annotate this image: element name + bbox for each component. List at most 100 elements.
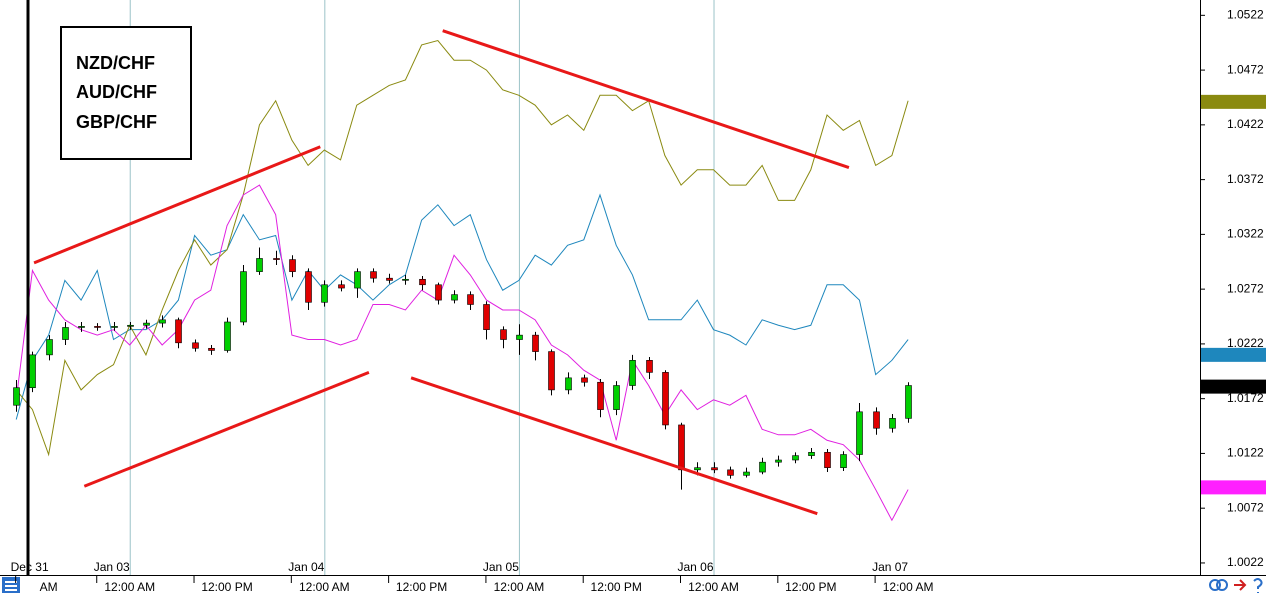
trendline — [33, 145, 321, 265]
candle-body — [175, 319, 182, 344]
candle-body — [29, 354, 36, 389]
menu-icon-bar — [5, 585, 17, 587]
candle-body — [775, 459, 782, 463]
candle-body — [856, 411, 863, 455]
candle-body — [694, 467, 701, 471]
candle — [305, 268, 312, 310]
y-tick-label: 1.0272 — [1227, 281, 1264, 295]
candle — [338, 280, 345, 292]
link-icon[interactable] — [1209, 579, 1221, 591]
y-tick-label: 1.0122 — [1227, 446, 1264, 460]
candle-body — [516, 334, 523, 340]
candle — [175, 317, 182, 349]
candle — [354, 268, 361, 298]
candle-body — [370, 271, 377, 279]
y-tick-label: 1.0522 — [1227, 8, 1264, 22]
candle-body — [532, 334, 539, 352]
candle-body — [711, 467, 718, 471]
candle-body — [273, 258, 280, 260]
menu-icon[interactable] — [2, 577, 20, 593]
candle — [565, 372, 572, 395]
legend-entry: NZD/CHF — [76, 53, 155, 73]
candle-body — [548, 351, 555, 391]
candle-body — [500, 329, 507, 340]
x-tick-label: 12:00 PM — [201, 580, 252, 594]
candle — [727, 466, 734, 479]
candle-body — [127, 324, 134, 327]
candle — [370, 268, 377, 283]
candle — [532, 331, 539, 361]
candle-body — [338, 284, 345, 289]
x-tick-label: 12:00 AM — [883, 580, 934, 594]
x-tick-label: 12:00 PM — [785, 580, 836, 594]
line-series — [15, 184, 909, 522]
candle-body — [208, 347, 215, 351]
candle-body — [402, 278, 409, 281]
menu-icon-bar — [5, 589, 17, 591]
x-tick-label: 12:00 PM — [591, 580, 642, 594]
candle-body — [759, 461, 766, 473]
candle — [743, 467, 750, 478]
last-price-box — [1201, 379, 1266, 394]
candle — [467, 291, 474, 310]
candle-body — [646, 360, 653, 373]
candle-body — [678, 424, 685, 471]
candle-body — [386, 277, 393, 281]
candle — [662, 370, 669, 430]
candle-body — [111, 326, 118, 328]
candle — [321, 280, 328, 307]
candle-body — [192, 342, 199, 349]
candle-body — [354, 271, 361, 289]
candle-body — [905, 385, 912, 419]
candle — [386, 273, 393, 284]
line-series — [15, 193, 909, 420]
link-icon-ring — [1216, 579, 1228, 591]
candle — [435, 282, 442, 305]
menu-icon-bar — [5, 581, 17, 583]
candle-body — [62, 327, 69, 340]
candle-body — [256, 258, 263, 272]
x-tick-label: 12:00 AM — [104, 580, 155, 594]
candle — [111, 322, 118, 331]
candle — [256, 247, 263, 275]
arrow-icon[interactable] — [1234, 579, 1247, 591]
price-marker — [1201, 347, 1266, 362]
candle — [629, 354, 636, 390]
candle — [483, 301, 490, 340]
candle — [273, 250, 280, 266]
date-label: Jan 03 — [94, 560, 130, 574]
candle — [516, 324, 523, 355]
trendline — [442, 29, 850, 169]
x-tick-label: AM — [40, 580, 58, 594]
candle-body — [581, 377, 588, 383]
x-tick-label: 12:00 AM — [688, 580, 739, 594]
y-tick-label: 1.0372 — [1227, 172, 1264, 186]
candle-body — [792, 455, 799, 461]
help-icon[interactable] — [1253, 578, 1263, 593]
candle-body — [483, 304, 490, 330]
x-tick-label: 12:00 AM — [299, 580, 350, 594]
y-tick-label: 1.0072 — [1227, 500, 1264, 514]
y-tick-label: 1.0422 — [1227, 117, 1264, 131]
date-label: Dec 31 — [11, 560, 49, 574]
candle — [240, 265, 247, 326]
candle — [78, 322, 85, 332]
y-tick-label: 1.0322 — [1227, 227, 1264, 241]
candle — [402, 274, 409, 285]
candle — [808, 447, 815, 459]
legend-entry: GBP/CHF — [76, 112, 157, 132]
price-marker — [1201, 94, 1266, 109]
candle-body — [224, 321, 231, 351]
candle — [62, 322, 69, 345]
candle-body — [305, 271, 312, 303]
candle-body — [13, 387, 20, 406]
candle — [192, 339, 199, 352]
candle-body — [289, 259, 296, 272]
candle — [856, 403, 863, 462]
y-tick-label: 1.0222 — [1227, 336, 1264, 350]
candle — [13, 380, 20, 412]
y-tick-label: 1.0172 — [1227, 391, 1264, 405]
